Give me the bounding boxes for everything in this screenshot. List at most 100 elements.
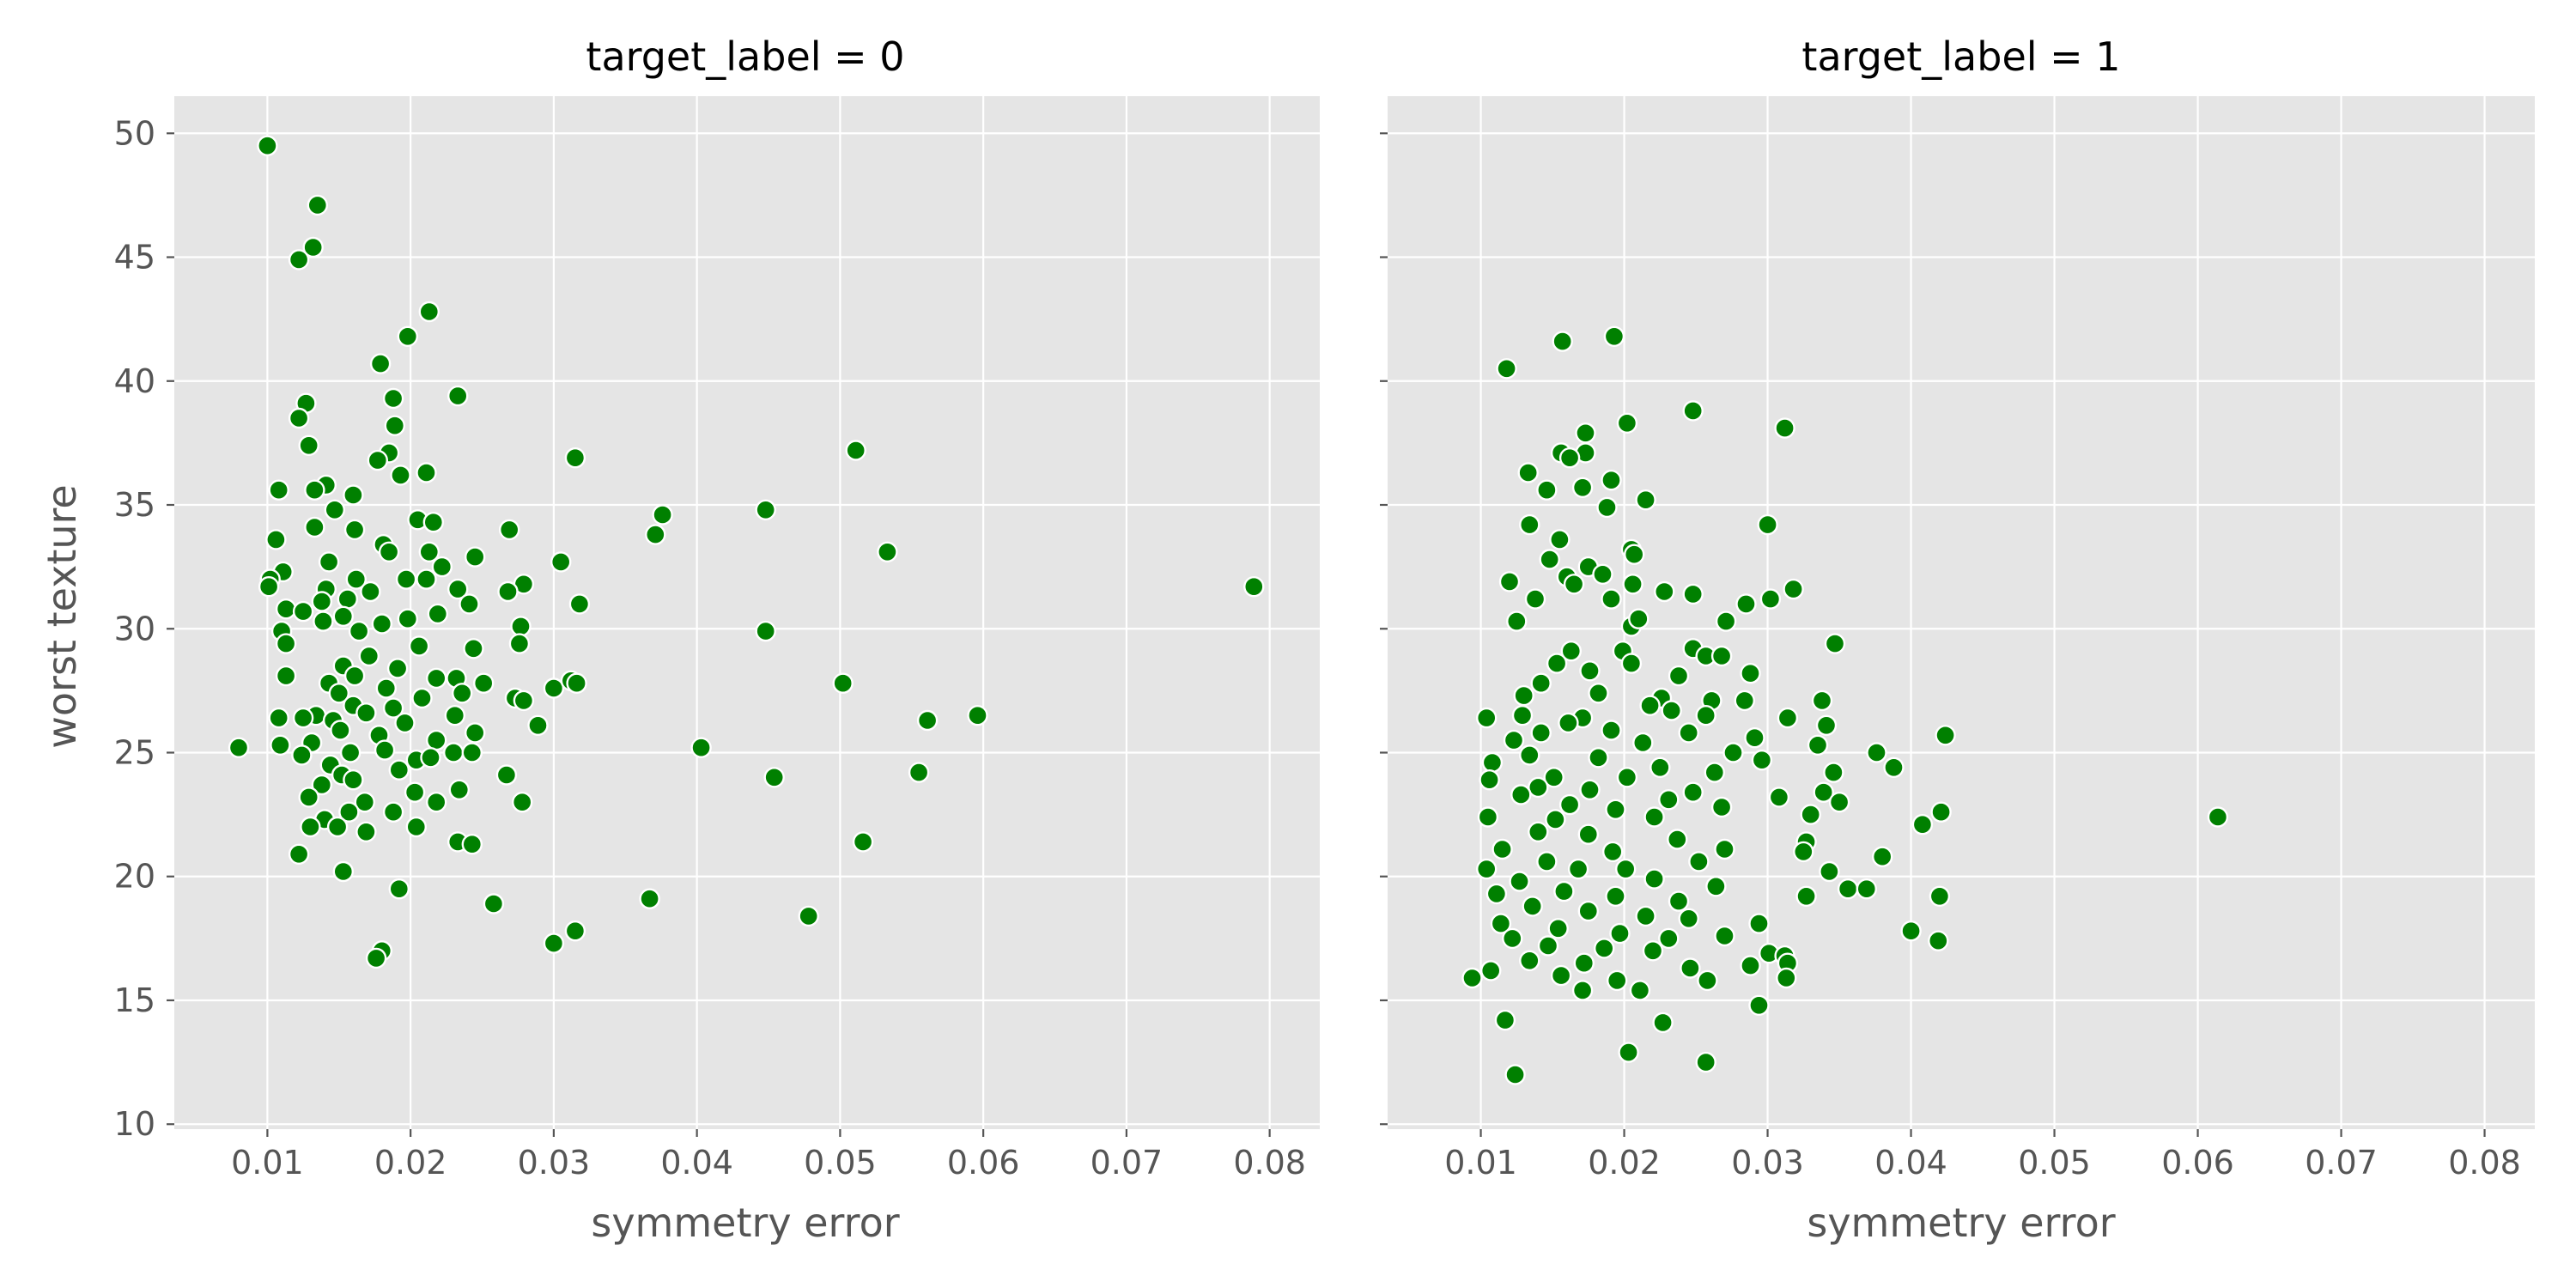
scatter-point	[1688, 851, 1710, 872]
scatter-point	[1682, 400, 1704, 422]
scatter-point	[1577, 823, 1600, 845]
scatter-point	[1871, 846, 1893, 867]
scatter-point	[1735, 593, 1757, 615]
scatter-point	[1714, 838, 1735, 860]
scatter-point	[1740, 955, 1761, 976]
scatter-point	[1461, 967, 1483, 989]
scatter-point	[338, 801, 360, 823]
scatter-point	[1588, 683, 1609, 704]
scatter-point	[1490, 913, 1512, 934]
scatter-point	[763, 767, 785, 788]
panel-title-1: target_label = 1	[1801, 33, 2120, 80]
scatter-point	[420, 747, 441, 769]
scatter-point	[1498, 571, 1521, 592]
scatter-point	[1807, 734, 1829, 756]
scatter-point	[1579, 660, 1601, 682]
x-axis-label-0: symmetry error	[591, 1200, 899, 1246]
x-tick-label: 0.01	[231, 1144, 304, 1182]
scatter-point	[1710, 645, 1733, 667]
y-tick-label: 20	[114, 858, 155, 896]
scatter-point	[1642, 940, 1664, 962]
x-tick-label: 0.07	[1091, 1144, 1163, 1182]
scatter-point	[1571, 980, 1594, 1001]
scatter-point	[1658, 789, 1680, 811]
scatter-point	[499, 519, 520, 541]
scatter-point	[369, 353, 392, 374]
scatter-point	[343, 769, 364, 791]
scatter-point	[1550, 964, 1572, 987]
x-tick-label: 0.08	[2448, 1144, 2521, 1182]
scatter-point	[1618, 1042, 1639, 1063]
facet-panel-target-1: target_label = 1 symmetry error 0.01 0.02…	[1380, 33, 2535, 1246]
scatter-point	[508, 633, 531, 654]
scatter-point	[324, 499, 345, 520]
scatter-point	[1652, 1012, 1674, 1034]
scatter-point	[1824, 633, 1846, 654]
scatter-point	[1475, 858, 1498, 880]
scatter-point	[343, 484, 364, 506]
scatter-point	[1697, 969, 1718, 992]
y-tick-label: 50	[114, 114, 155, 152]
scatter-point	[348, 620, 370, 642]
y-tick-label: 15	[114, 981, 155, 1019]
scatter-point	[1560, 641, 1583, 662]
scatter-point	[443, 742, 465, 763]
scatter-point	[1643, 868, 1665, 890]
scatter-point	[275, 633, 297, 654]
scatter-point	[1571, 477, 1594, 498]
scatter-point	[1596, 496, 1618, 519]
scatter-point	[345, 568, 367, 590]
scatter-point	[1601, 588, 1622, 610]
scatter-point	[513, 690, 535, 712]
scatter-point	[1866, 742, 1887, 763]
scatter-point	[388, 878, 410, 900]
scatter-point	[497, 580, 519, 603]
scatter-point	[375, 677, 397, 699]
scatter-point	[916, 709, 939, 732]
scatter-point	[337, 588, 358, 610]
x-tick-label: 0.02	[374, 1144, 447, 1182]
scatter-point	[355, 702, 377, 724]
scatter-point	[1547, 918, 1569, 939]
scatter-point	[1815, 714, 1838, 736]
scatter-point	[463, 638, 484, 659]
scatter-point	[265, 529, 287, 550]
scatter-point	[371, 613, 392, 635]
scatter-point	[1496, 358, 1517, 380]
scatter-point	[288, 249, 310, 270]
scatter-point	[390, 465, 411, 486]
scatter-point	[1614, 858, 1637, 880]
scatter-point	[1605, 885, 1626, 908]
y-tick-label: 10	[114, 1105, 155, 1143]
scatter-point	[1768, 787, 1790, 808]
scatter-point	[386, 658, 409, 679]
scatter-point	[307, 194, 328, 216]
scatter-point	[1601, 841, 1624, 863]
scatter-point	[1856, 878, 1878, 900]
x-axis-label-1: symmetry error	[1807, 1200, 2115, 1246]
scatter-point	[1577, 900, 1600, 922]
scatter-point	[1800, 804, 1821, 825]
scatter-point	[465, 546, 486, 568]
scatter-point	[1601, 720, 1622, 741]
scatter-point	[326, 816, 349, 838]
scatter-point	[1682, 583, 1704, 605]
scatter-point	[311, 591, 332, 612]
scatter-point	[1536, 479, 1558, 501]
scatter-point	[354, 792, 375, 813]
scatter-point	[1668, 890, 1690, 912]
scatter-point	[292, 600, 314, 623]
scatter-point	[1628, 608, 1649, 629]
scatter-point	[1528, 776, 1549, 799]
scatter-point	[268, 707, 289, 729]
scatter-point	[527, 714, 549, 736]
scatter-point	[1649, 756, 1671, 778]
scatter-point	[1492, 838, 1513, 860]
scatter-point	[1494, 1009, 1516, 1031]
scatter-point	[1504, 1064, 1526, 1085]
scatter-point	[367, 449, 388, 471]
scatter-point	[1632, 732, 1654, 754]
scatter-point	[431, 556, 453, 578]
scatter-point	[444, 705, 465, 726]
scatter-point	[1678, 722, 1699, 744]
